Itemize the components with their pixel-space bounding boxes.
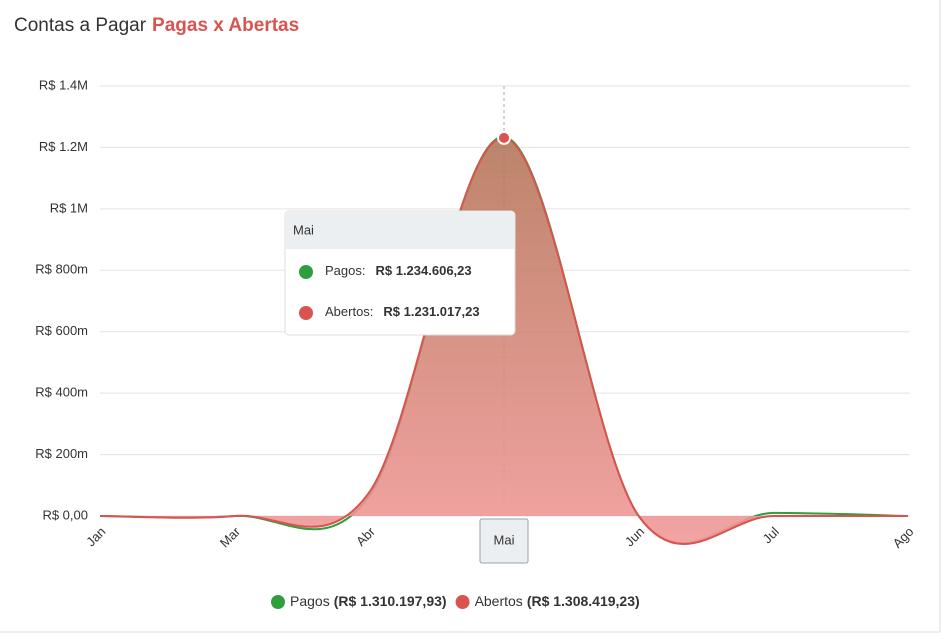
y-tick-label: R$ 200m [35,446,88,461]
y-tick-label: R$ 600m [35,323,88,338]
tooltip-label: Pagos: [325,263,365,278]
x-tooltip-label: Mai [494,532,515,547]
legend-total: (R$ 1.310.197,93) [334,593,447,609]
tooltip-row: Pagos: R$ 1.234.606,23 [325,263,472,278]
tooltip-marker [299,306,313,320]
y-tick-label: R$ 1M [50,200,88,215]
legend-name: Abertos [475,593,523,609]
legend-name: Pagos [290,593,330,609]
y-tick-label: R$ 1.2M [39,139,88,154]
y-tick-label: R$ 800m [35,262,88,277]
tooltip-title: Mai [293,222,314,237]
x-tick-label: Jan [83,524,108,549]
title: Contas a Pagar [14,15,147,36]
legend-entry: Pagos (R$ 1.310.197,93) [290,593,447,609]
legend-marker [455,595,470,609]
legend-marker [271,595,285,609]
tooltip-marker [299,265,313,279]
tooltip-label: Abertos: [325,304,373,319]
x-tooltip [479,518,529,564]
y-tick-label: R$ 1.4M [39,77,88,92]
tooltip-row: Abertos: R$ 1.231.017,23 [325,304,480,319]
legend-total: (R$ 1.308.419,23) [527,593,640,609]
tooltip-value: R$ 1.234.606,23 [375,263,471,278]
y-tick-label: R$ 0,00 [42,507,88,522]
x-tick-label: Ago [890,524,917,551]
tooltip-value: R$ 1.231.017,23 [383,304,479,319]
x-tick-label: Jun [622,524,647,549]
x-tick-label: Jul [760,524,782,546]
x-tick-label: Mar [217,523,244,550]
legend-entry: Abertos (R$ 1.308.419,23) [475,593,640,609]
chart-title: Contas a Pagar Pagas x Abertas [14,15,299,36]
tooltip-header [286,212,514,249]
area [100,137,908,545]
x-tick-label: Abr [353,523,378,548]
y-tick-label: R$ 400m [35,385,88,400]
subtitle: Pagas x Abertas [152,15,299,36]
highlight-point [497,130,511,145]
